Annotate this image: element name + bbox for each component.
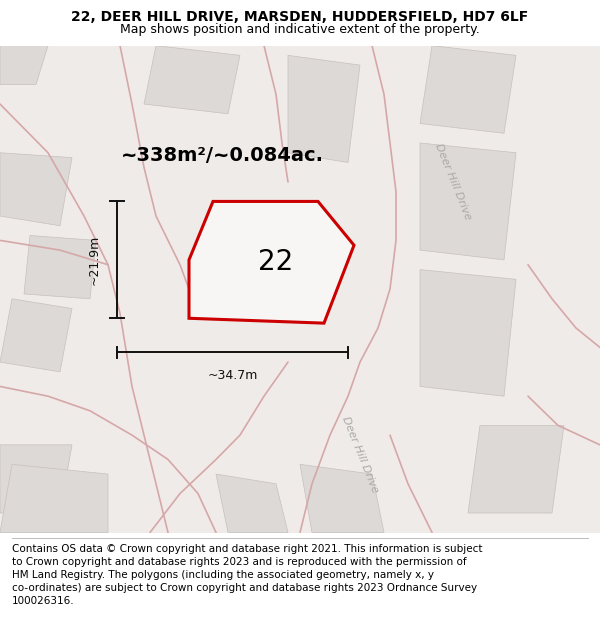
Polygon shape xyxy=(420,46,516,133)
Polygon shape xyxy=(24,236,96,299)
Text: ~34.7m: ~34.7m xyxy=(208,369,257,382)
Polygon shape xyxy=(0,46,48,84)
Text: Deer Hill Drive: Deer Hill Drive xyxy=(340,415,380,494)
Polygon shape xyxy=(0,445,72,513)
Polygon shape xyxy=(0,152,72,226)
Polygon shape xyxy=(189,201,354,323)
Text: Contains OS data © Crown copyright and database right 2021. This information is : Contains OS data © Crown copyright and d… xyxy=(12,544,482,606)
Polygon shape xyxy=(0,464,108,532)
Text: Deer Hill Drive: Deer Hill Drive xyxy=(433,142,473,222)
Polygon shape xyxy=(420,143,516,260)
Polygon shape xyxy=(300,464,384,532)
Text: 22, DEER HILL DRIVE, MARSDEN, HUDDERSFIELD, HD7 6LF: 22, DEER HILL DRIVE, MARSDEN, HUDDERSFIE… xyxy=(71,10,529,24)
Polygon shape xyxy=(216,474,288,532)
Polygon shape xyxy=(468,426,564,513)
Text: ~21.9m: ~21.9m xyxy=(88,235,101,285)
Text: ~338m²/~0.084ac.: ~338m²/~0.084ac. xyxy=(121,146,323,164)
Text: 22: 22 xyxy=(259,248,293,276)
Polygon shape xyxy=(288,56,360,162)
Polygon shape xyxy=(0,299,72,372)
Polygon shape xyxy=(420,269,516,396)
Polygon shape xyxy=(0,46,600,532)
Polygon shape xyxy=(144,46,240,114)
Text: Map shows position and indicative extent of the property.: Map shows position and indicative extent… xyxy=(120,22,480,36)
